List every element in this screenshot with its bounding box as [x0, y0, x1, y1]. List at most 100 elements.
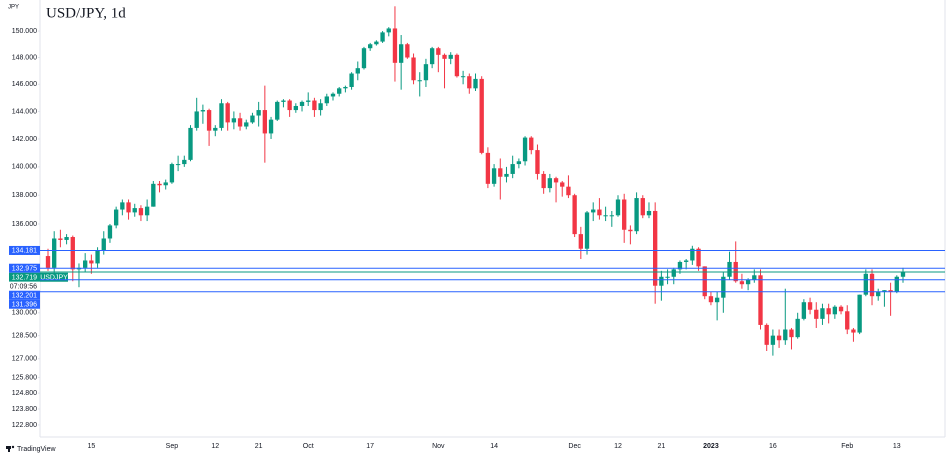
candle-body: [101, 238, 106, 251]
y-tick-label: 146.000: [12, 81, 37, 88]
candle-body: [721, 276, 726, 298]
candle-body: [801, 302, 807, 319]
price-label-box: [9, 245, 40, 255]
candle-body: [745, 279, 751, 285]
x-tick-label: 12: [614, 443, 622, 450]
x-tick-label: Dec: [568, 443, 581, 450]
y-tick-label: 136.000: [12, 221, 37, 228]
candle-body: [882, 290, 887, 292]
candle-body: [58, 238, 63, 240]
candle-body: [460, 76, 466, 78]
candle-body: [138, 208, 144, 216]
candle-body: [826, 308, 831, 315]
candle-body: [188, 127, 193, 160]
candle-body: [287, 100, 292, 111]
price-label-box: [9, 272, 40, 282]
x-tick-label: 2023: [703, 443, 719, 450]
candle-body: [727, 261, 732, 277]
candle-body: [361, 48, 367, 69]
x-tick-label: 13: [893, 443, 901, 450]
candle-body: [591, 209, 596, 213]
candle-body: [516, 161, 522, 165]
candle-body: [535, 150, 540, 174]
y-tick-label: 142.000: [12, 136, 37, 143]
y-tick-label: 124.800: [12, 390, 37, 397]
candle-body: [634, 198, 639, 232]
candle-body: [318, 103, 323, 111]
candle-body: [163, 182, 168, 186]
x-tick-label: 17: [366, 443, 374, 450]
candle-body: [876, 291, 881, 297]
candle-body: [572, 195, 577, 235]
candle-body: [275, 101, 280, 120]
price-label: 132.975: [12, 265, 37, 272]
candle-body: [770, 335, 776, 345]
candle-body: [640, 198, 645, 216]
candle-body: [851, 329, 856, 333]
candle-body: [714, 297, 720, 303]
candle-body: [219, 103, 224, 128]
candle-body: [566, 186, 571, 196]
candle-body: [622, 199, 627, 230]
candle-body: [553, 178, 559, 183]
candle-body: [231, 118, 237, 123]
candle-body: [281, 100, 286, 102]
candle-body: [343, 86, 348, 89]
candle-body: [89, 260, 94, 264]
price-label-box: [9, 290, 40, 300]
candle-body: [337, 88, 342, 94]
candle-body: [758, 275, 763, 325]
candle-body: [783, 329, 788, 341]
candle-body: [609, 215, 614, 217]
candle-body: [894, 276, 899, 292]
candle-body: [268, 119, 274, 134]
candle-body: [151, 183, 156, 207]
candle-body: [510, 164, 515, 174]
candle-body: [200, 110, 206, 112]
candle-body: [454, 54, 460, 77]
candle-body: [175, 164, 181, 166]
brand-logo: [6, 445, 15, 452]
candle-body: [312, 100, 317, 111]
x-tick-label: 21: [657, 443, 665, 450]
candle-body: [845, 311, 850, 330]
candle-body: [194, 111, 199, 128]
candle-body: [739, 281, 745, 285]
x-tick-label: 21: [255, 443, 263, 450]
candle-body: [900, 272, 906, 277]
candle-body: [213, 127, 218, 131]
y-tick-label: 138.000: [12, 192, 37, 199]
candle-body: [653, 210, 658, 286]
price-label: 131.396: [12, 301, 37, 308]
y-tick-label: 122.800: [12, 422, 37, 429]
candle-body: [157, 183, 162, 186]
candle-body: [665, 276, 670, 278]
symbol-box: [40, 272, 68, 282]
candle-body: [789, 329, 794, 338]
candle-body: [498, 168, 503, 177]
candle-body: [392, 28, 398, 63]
candle-body: [442, 54, 447, 59]
candle-body: [863, 273, 868, 295]
candle-body: [857, 294, 862, 333]
candle-body: [368, 44, 373, 49]
candle-body: [126, 202, 131, 213]
x-tick-label: 14: [490, 443, 498, 450]
candle-body: [776, 335, 782, 341]
x-tick-label: 16: [769, 443, 777, 450]
x-tick-label: 15: [87, 443, 95, 450]
chart-title: USD/JPY, 1d: [46, 5, 126, 21]
candle-body: [237, 118, 243, 127]
candle-body: [225, 103, 230, 123]
candle-body: [380, 32, 385, 42]
brand: TradingView: [17, 446, 56, 453]
candle-body: [355, 68, 360, 74]
candle-body: [541, 173, 546, 189]
candle-body: [560, 182, 565, 187]
candle-body: [708, 296, 714, 303]
price-label: 134.181: [12, 248, 37, 255]
candle-body: [107, 225, 113, 239]
candle-body: [522, 137, 528, 162]
price-label-box: [9, 263, 40, 273]
